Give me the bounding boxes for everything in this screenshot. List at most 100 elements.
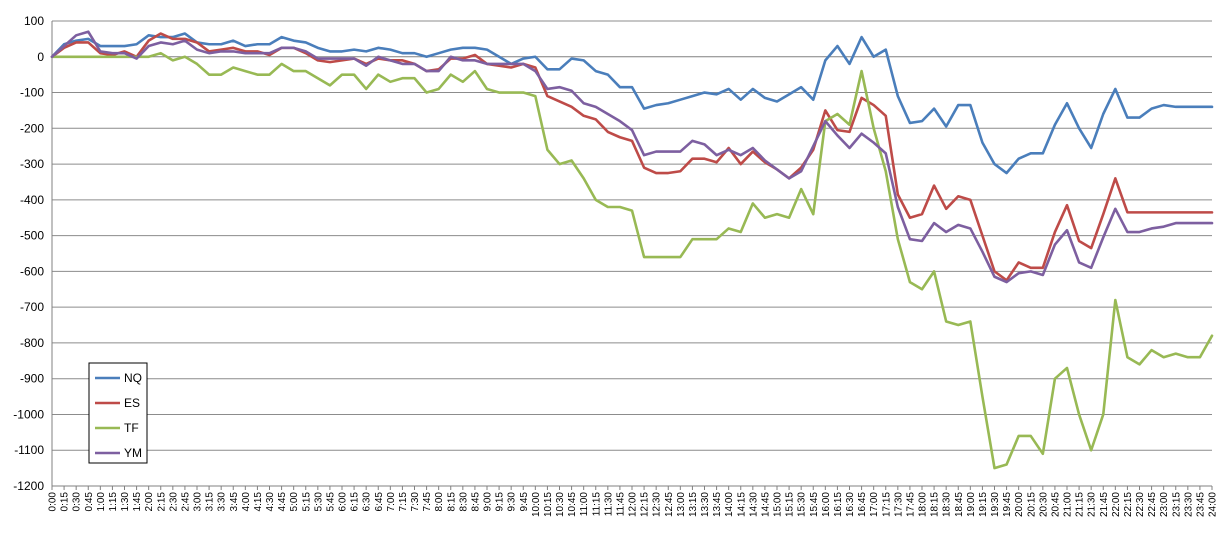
x-tick-label: 4:45 [277,492,288,512]
x-tick-label: 1:00 [96,492,107,512]
x-tick-label: 15:00 [773,492,784,517]
x-tick-label: 1:45 [132,492,143,512]
y-tick-label: -1100 [14,443,44,457]
legend-label-es: ES [124,396,140,410]
x-tick-label: 8:15 [446,492,457,512]
x-tick-label: 6:30 [362,492,373,512]
x-tick-label: 7:15 [398,492,409,512]
x-tick-label: 18:30 [942,492,953,517]
legend-label-ym: YM [124,446,142,460]
x-tick-label: 21:30 [1087,492,1098,517]
x-tick-label: 17:15 [881,492,892,517]
x-tick-label: 7:45 [422,492,433,512]
x-tick-label: 23:45 [1195,492,1206,517]
x-tick-label: 0:00 [48,492,59,512]
y-tick-label: -1000 [13,407,44,421]
x-tick-label: 14:45 [760,492,771,517]
x-tick-label: 10:45 [567,492,578,517]
x-tick-label: 17:45 [905,492,916,517]
series-line-nq [50,32,1214,175]
x-tick-label: 20:00 [1014,492,1025,517]
x-tick-label: 5:45 [325,492,336,512]
x-tick-label: 0:45 [84,492,95,512]
x-tick-label: 15:30 [797,492,808,517]
x-tick-label: 1:30 [120,492,131,512]
x-tick-label: 8:00 [434,492,445,512]
gridlines [51,20,1212,487]
x-tick-label: 2:15 [156,492,167,512]
x-tick-label: 10:30 [555,492,566,517]
x-tick-label: 9:45 [519,492,530,512]
x-tick-label: 4:00 [241,492,252,512]
x-tick-label: 2:00 [144,492,155,512]
x-tick-label: 1:15 [108,492,119,512]
x-tick-label: 7:30 [410,492,421,512]
x-tick-label: 21:45 [1099,492,1110,517]
y-tick-label: 0 [37,50,44,64]
x-tick-label: 20:15 [1026,492,1037,517]
series-line-ym [50,30,1214,284]
x-axis-tick-labels: 0:00 0:15 0:30 0:45 1:00 1:15 1:30 1:45 2:00 2:15… [48,486,1219,517]
x-tick-label: 24:00 [1208,492,1219,517]
y-tick-label: -500 [20,229,44,243]
x-tick-label: 3:15 [205,492,216,512]
y-tick-label: 100 [24,14,44,28]
x-tick-label: 19:00 [966,492,977,517]
x-tick-label: 4:15 [253,492,264,512]
x-tick-label: 8:30 [458,492,469,512]
x-tick-label: 21:00 [1063,492,1074,517]
x-tick-label: 13:15 [688,492,699,517]
x-tick-label: 3:00 [193,492,204,512]
x-tick-label: 9:30 [507,492,518,512]
legend-box [88,362,148,464]
x-tick-label: 0:15 [60,492,71,512]
x-tick-label: 16:45 [857,492,868,517]
series-line-es [50,32,1214,282]
x-tick-label: 11:15 [591,492,602,517]
x-tick-label: 5:30 [313,492,324,512]
x-tick-label: 11:30 [603,492,614,517]
legend-label-tf: TF [124,421,139,435]
x-tick-label: 22:00 [1111,492,1122,517]
x-tick-label: 10:15 [543,492,554,517]
y-axis-tick-labels: 100 0 -100 -200 -300 -400 -500 -600 -700 -800 -900… [13,14,44,493]
y-tick-label: -800 [20,336,44,350]
x-tick-label: 13:45 [712,492,723,517]
x-tick-label: 23:30 [1183,492,1194,517]
x-tick-label: 16:30 [845,492,856,517]
x-tick-label: 6:15 [350,492,361,512]
y-tick-label: -1200 [13,479,44,493]
x-tick-label: 17:30 [893,492,904,517]
x-tick-label: 19:45 [1002,492,1013,517]
x-tick-label: 5:00 [289,492,300,512]
x-tick-label: 22:45 [1147,492,1158,517]
x-tick-label: 12:15 [640,492,651,517]
x-tick-label: 19:15 [978,492,989,517]
x-tick-label: 15:45 [809,492,820,517]
x-tick-label: 6:45 [374,492,385,512]
x-tick-label: 22:30 [1135,492,1146,517]
x-tick-label: 15:15 [785,492,796,517]
x-tick-label: 19:30 [990,492,1001,517]
x-tick-label: 0:30 [72,492,83,512]
x-tick-label: 6:00 [338,492,349,512]
y-tick-label: -200 [20,121,44,135]
x-tick-label: 11:45 [615,492,626,517]
x-tick-label: 2:30 [168,492,179,512]
x-tick-label: 21:15 [1075,492,1086,517]
y-tick-label: -600 [20,264,44,278]
x-tick-label: 18:45 [954,492,965,517]
x-tick-label: 11:00 [579,492,590,517]
x-tick-label: 20:45 [1050,492,1061,517]
y-tick-label: -400 [20,193,44,207]
x-tick-label: 23:00 [1159,492,1170,517]
x-tick-label: 9:15 [495,492,506,512]
x-tick-label: 14:30 [748,492,759,517]
series-line-tf [50,51,1214,470]
x-tick-label: 4:30 [265,492,276,512]
y-tick-label: -700 [20,300,44,314]
x-tick-label: 12:30 [652,492,663,517]
x-tick-label: 20:30 [1038,492,1049,517]
x-tick-label: 14:15 [736,492,747,517]
